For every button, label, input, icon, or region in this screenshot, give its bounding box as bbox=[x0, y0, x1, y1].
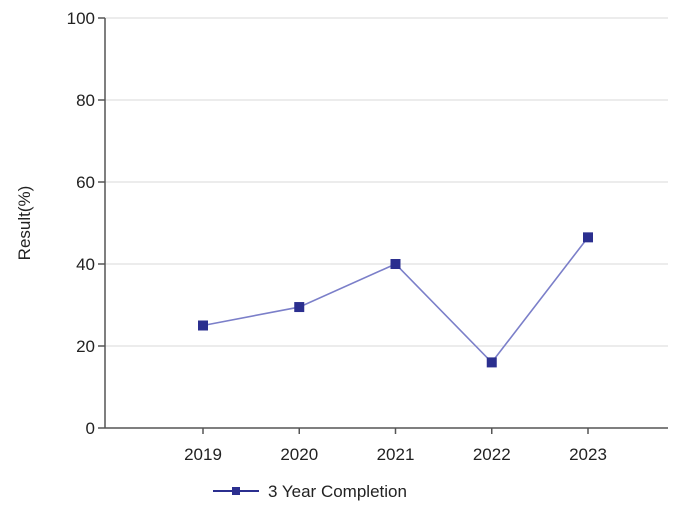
data-point bbox=[583, 232, 593, 243]
y-tick-label: 100 bbox=[67, 9, 95, 28]
legend-label: 3 Year Completion bbox=[268, 482, 407, 501]
y-axis-title: Result(%) bbox=[15, 186, 34, 261]
y-tick-label: 60 bbox=[76, 173, 95, 192]
gridlines bbox=[105, 17, 668, 347]
legend: 3 Year Completion bbox=[213, 482, 407, 501]
y-axis-ticks: 0 20 40 60 80 100 bbox=[67, 9, 105, 438]
data-point bbox=[294, 302, 305, 313]
legend-marker bbox=[232, 487, 240, 495]
y-tick-label: 0 bbox=[86, 419, 95, 438]
x-axis-ticks: 2019 2020 2021 2022 2023 bbox=[184, 428, 607, 464]
data-point bbox=[198, 320, 208, 331]
x-tick-label: 2022 bbox=[473, 445, 511, 464]
data-point bbox=[390, 259, 401, 269]
series-layer bbox=[198, 232, 593, 368]
x-tick-label: 2023 bbox=[569, 445, 607, 464]
y-tick-label: 40 bbox=[76, 255, 95, 274]
data-point bbox=[486, 357, 497, 368]
x-tick-label: 2020 bbox=[280, 445, 318, 464]
x-tick-label: 2019 bbox=[184, 445, 222, 464]
series-line bbox=[202, 236, 589, 364]
y-tick-label: 20 bbox=[76, 337, 95, 356]
y-tick-label: 80 bbox=[76, 91, 95, 110]
x-tick-label: 2021 bbox=[377, 445, 415, 464]
